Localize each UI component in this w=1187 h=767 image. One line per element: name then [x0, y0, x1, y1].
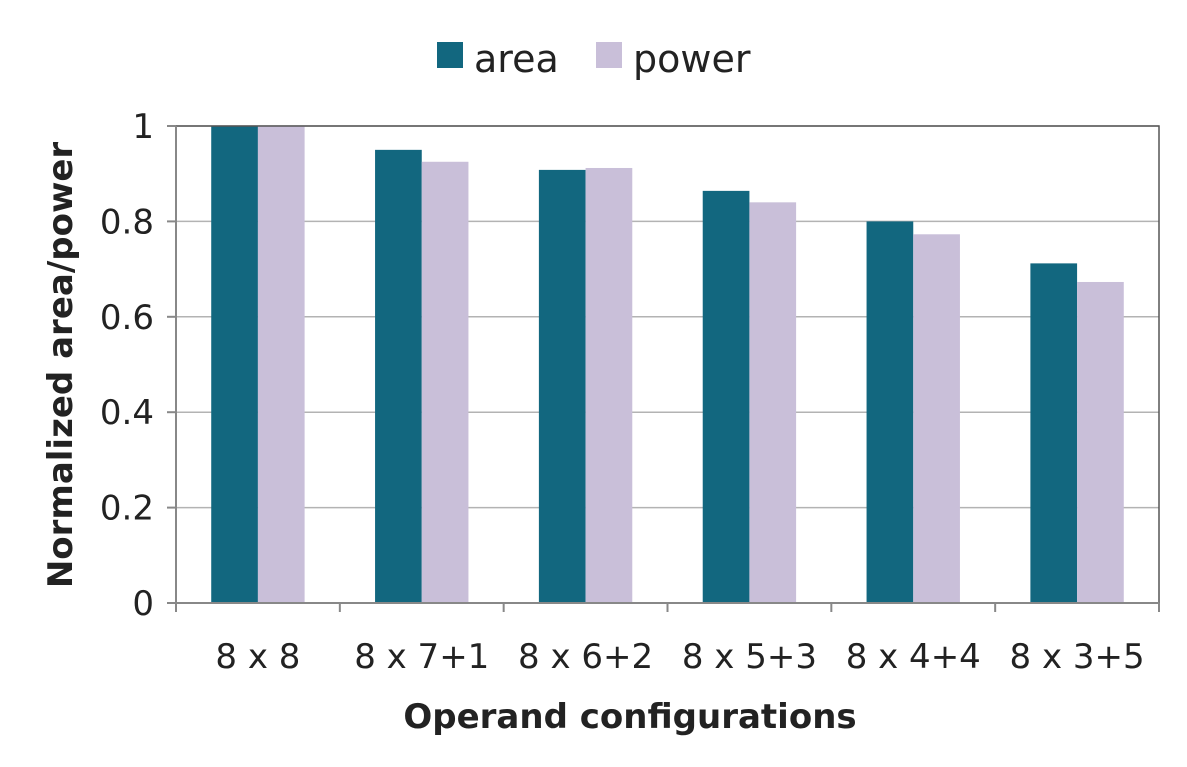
x-tick-label: 8 x 6+2 — [518, 637, 653, 677]
x-tick-label: 8 x 8 — [215, 637, 300, 677]
legend-label-power: power — [633, 37, 751, 81]
gridlines — [176, 125, 1159, 509]
bar-area — [1030, 263, 1078, 603]
bar-power — [1077, 281, 1124, 603]
y-tick-label: 0.2 — [100, 489, 154, 529]
bars — [211, 126, 1124, 604]
x-tick-label: 8 x 7+1 — [354, 637, 489, 677]
y-tick-labels: 0 0.2 0.4 0.6 0.8 1 — [100, 107, 154, 624]
bar-power — [913, 234, 960, 604]
y-tick-label: 0.8 — [100, 202, 154, 242]
legend-swatch-power — [596, 42, 622, 68]
x-tick-label: 8 x 5+3 — [682, 637, 817, 677]
axes — [167, 125, 1160, 612]
y-tick-label: 0 — [132, 584, 154, 624]
x-tick-label: 8 x 3+5 — [1010, 637, 1145, 677]
legend: area power — [437, 37, 751, 81]
y-tick-label: 0.6 — [100, 298, 154, 338]
legend-label-area: area — [474, 37, 559, 81]
plot-border — [175, 125, 1160, 604]
bar-area — [211, 126, 258, 603]
y-tick-label: 1 — [132, 107, 154, 147]
y-tick-label: 0.4 — [100, 393, 154, 433]
legend-swatch-area — [437, 42, 463, 68]
x-axis-title: Operand configurations — [403, 697, 856, 737]
bar-power — [585, 167, 633, 603]
x-tick-label: 8 x 4+4 — [846, 637, 981, 677]
y-axis-title: Normalized area/power — [41, 142, 81, 589]
bar-area — [538, 169, 586, 603]
bar-power — [421, 161, 469, 603]
x-tick-labels: 8 x 8 8 x 7+1 8 x 6+2 8 x 5+3 8 x 4+4 8 x 3+5 — [215, 637, 1144, 677]
bar-power — [749, 202, 797, 603]
bar-area — [375, 149, 422, 603]
bar-area — [866, 221, 914, 603]
bar-power — [257, 126, 305, 603]
bar-area — [702, 190, 750, 603]
